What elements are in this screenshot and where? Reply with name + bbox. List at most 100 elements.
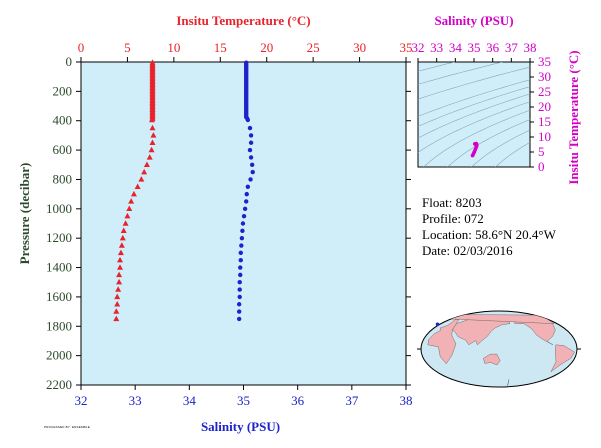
temperature-point — [146, 154, 153, 160]
density-contour — [418, 62, 503, 85]
profile-line: Profile: 072 — [422, 211, 484, 227]
density-contour — [423, 109, 530, 167]
salinity-point — [247, 147, 253, 153]
profile-label: Profile: — [422, 211, 461, 226]
temperature-point — [128, 198, 135, 204]
x-top-tick-label: 35 — [400, 40, 413, 55]
salinity-point — [236, 316, 242, 322]
temperature-point — [138, 176, 145, 182]
ts-y-tick-label: 35 — [538, 54, 551, 69]
temperature-point — [150, 132, 157, 138]
salinity-point — [237, 287, 242, 292]
temperature-point — [118, 242, 125, 248]
salinity-point — [236, 302, 242, 307]
float-value: 8203 — [455, 195, 482, 210]
salinity-point — [245, 117, 251, 123]
salinity-point — [238, 250, 243, 256]
salinity-point — [248, 155, 254, 160]
y-tick-label: 1600 — [46, 289, 72, 304]
date-line: Date: 02/03/2016 — [422, 243, 513, 259]
x-top-tick-label: 10 — [167, 40, 180, 55]
temperature-point — [117, 256, 123, 263]
y-tick-label: 2200 — [46, 377, 72, 392]
density-contour — [471, 129, 530, 167]
y-tick-label: 400 — [53, 113, 73, 128]
salinity-point — [240, 228, 245, 234]
x-top-tick-label: 5 — [124, 40, 131, 55]
salinity-point — [248, 133, 254, 138]
ts-y-tick-label: 30 — [538, 69, 551, 84]
continent-south-america — [550, 344, 575, 372]
x-bottom-tick-label: 38 — [400, 393, 413, 408]
temperature-point — [122, 220, 129, 226]
temperature-point — [116, 271, 123, 278]
salinity-point — [245, 184, 251, 189]
y-tick-label: 1000 — [46, 201, 72, 216]
ts-x-tick-label: 37 — [505, 40, 519, 55]
temperature-point — [116, 278, 123, 285]
map-land — [427, 314, 575, 387]
credit-text: PROCESSED BY: ENSEMBLE — [44, 425, 90, 429]
date-value: 02/03/2016 — [453, 243, 513, 258]
temperature-point — [126, 205, 133, 212]
density-contour — [495, 142, 530, 167]
temperature-point — [113, 315, 120, 322]
location-value: 58.6°N 20.4°W — [475, 227, 556, 242]
y-tick-label: 1800 — [46, 318, 72, 333]
x-top-tick-label: 0 — [78, 40, 85, 55]
ts-y-tick-label: 25 — [538, 84, 551, 99]
continent-australia — [483, 353, 501, 366]
salinity-point — [249, 162, 255, 167]
world-map — [417, 310, 581, 388]
x-top-tick-label: 30 — [353, 40, 366, 55]
temperature-point — [114, 300, 121, 307]
x-bottom-tick-label: 34 — [183, 393, 197, 408]
salinity-point — [248, 177, 253, 182]
y-tick-label: 600 — [53, 142, 73, 157]
y-axis-title: Pressure (decibar) — [17, 163, 32, 265]
ts-y-tick-label: 20 — [538, 99, 551, 114]
location-line: Location: 58.6°N 20.4°W — [422, 227, 556, 243]
float-location-marker — [435, 322, 440, 327]
x-top-axis-title: Insitu Temperature (°C) — [176, 13, 310, 28]
density-contour — [418, 93, 530, 139]
x-bottom-tick-label: 37 — [345, 393, 359, 408]
salinity-point — [244, 191, 249, 197]
temperature-point — [149, 116, 156, 123]
temperature-point — [149, 124, 156, 131]
date-label: Date: — [422, 243, 451, 258]
salinity-point — [242, 206, 248, 212]
salinity-point — [238, 265, 243, 270]
salinity-point — [240, 221, 246, 226]
salinity-point — [238, 258, 243, 263]
ts-contours — [418, 62, 530, 167]
y-tick-label: 1200 — [46, 230, 72, 245]
ts-x-tick-label: 33 — [430, 40, 443, 55]
x-bottom-tick-label: 35 — [237, 393, 250, 408]
y-tick-label: 200 — [53, 83, 73, 98]
y-tick-label: 1400 — [46, 260, 72, 275]
salinity-point — [244, 199, 249, 204]
x-bottom-tick-label: 33 — [129, 393, 142, 408]
ts-point — [473, 142, 477, 146]
continent-africa-europe — [427, 319, 460, 365]
x-top-tick-label: 20 — [260, 40, 273, 55]
density-contour — [418, 79, 530, 117]
salinity-point — [247, 125, 253, 131]
y-tick-label: 800 — [53, 171, 73, 186]
density-contour — [447, 119, 530, 167]
profile-value: 072 — [464, 211, 484, 226]
salinity-point — [250, 169, 255, 175]
temperature-point — [117, 249, 124, 256]
y-tick-label: 0 — [66, 54, 73, 69]
float-label: Float: — [422, 195, 453, 210]
ts-x-tick-label: 38 — [524, 40, 537, 55]
temperature-point — [114, 293, 121, 300]
x-top-tick-label: 25 — [307, 40, 320, 55]
temperature-point — [119, 234, 126, 241]
x-top-tick-label: 15 — [214, 40, 227, 55]
temperature-point — [120, 227, 127, 234]
ts-x-tick-label: 32 — [412, 40, 425, 55]
ts-y-tick-label: 5 — [538, 144, 545, 159]
